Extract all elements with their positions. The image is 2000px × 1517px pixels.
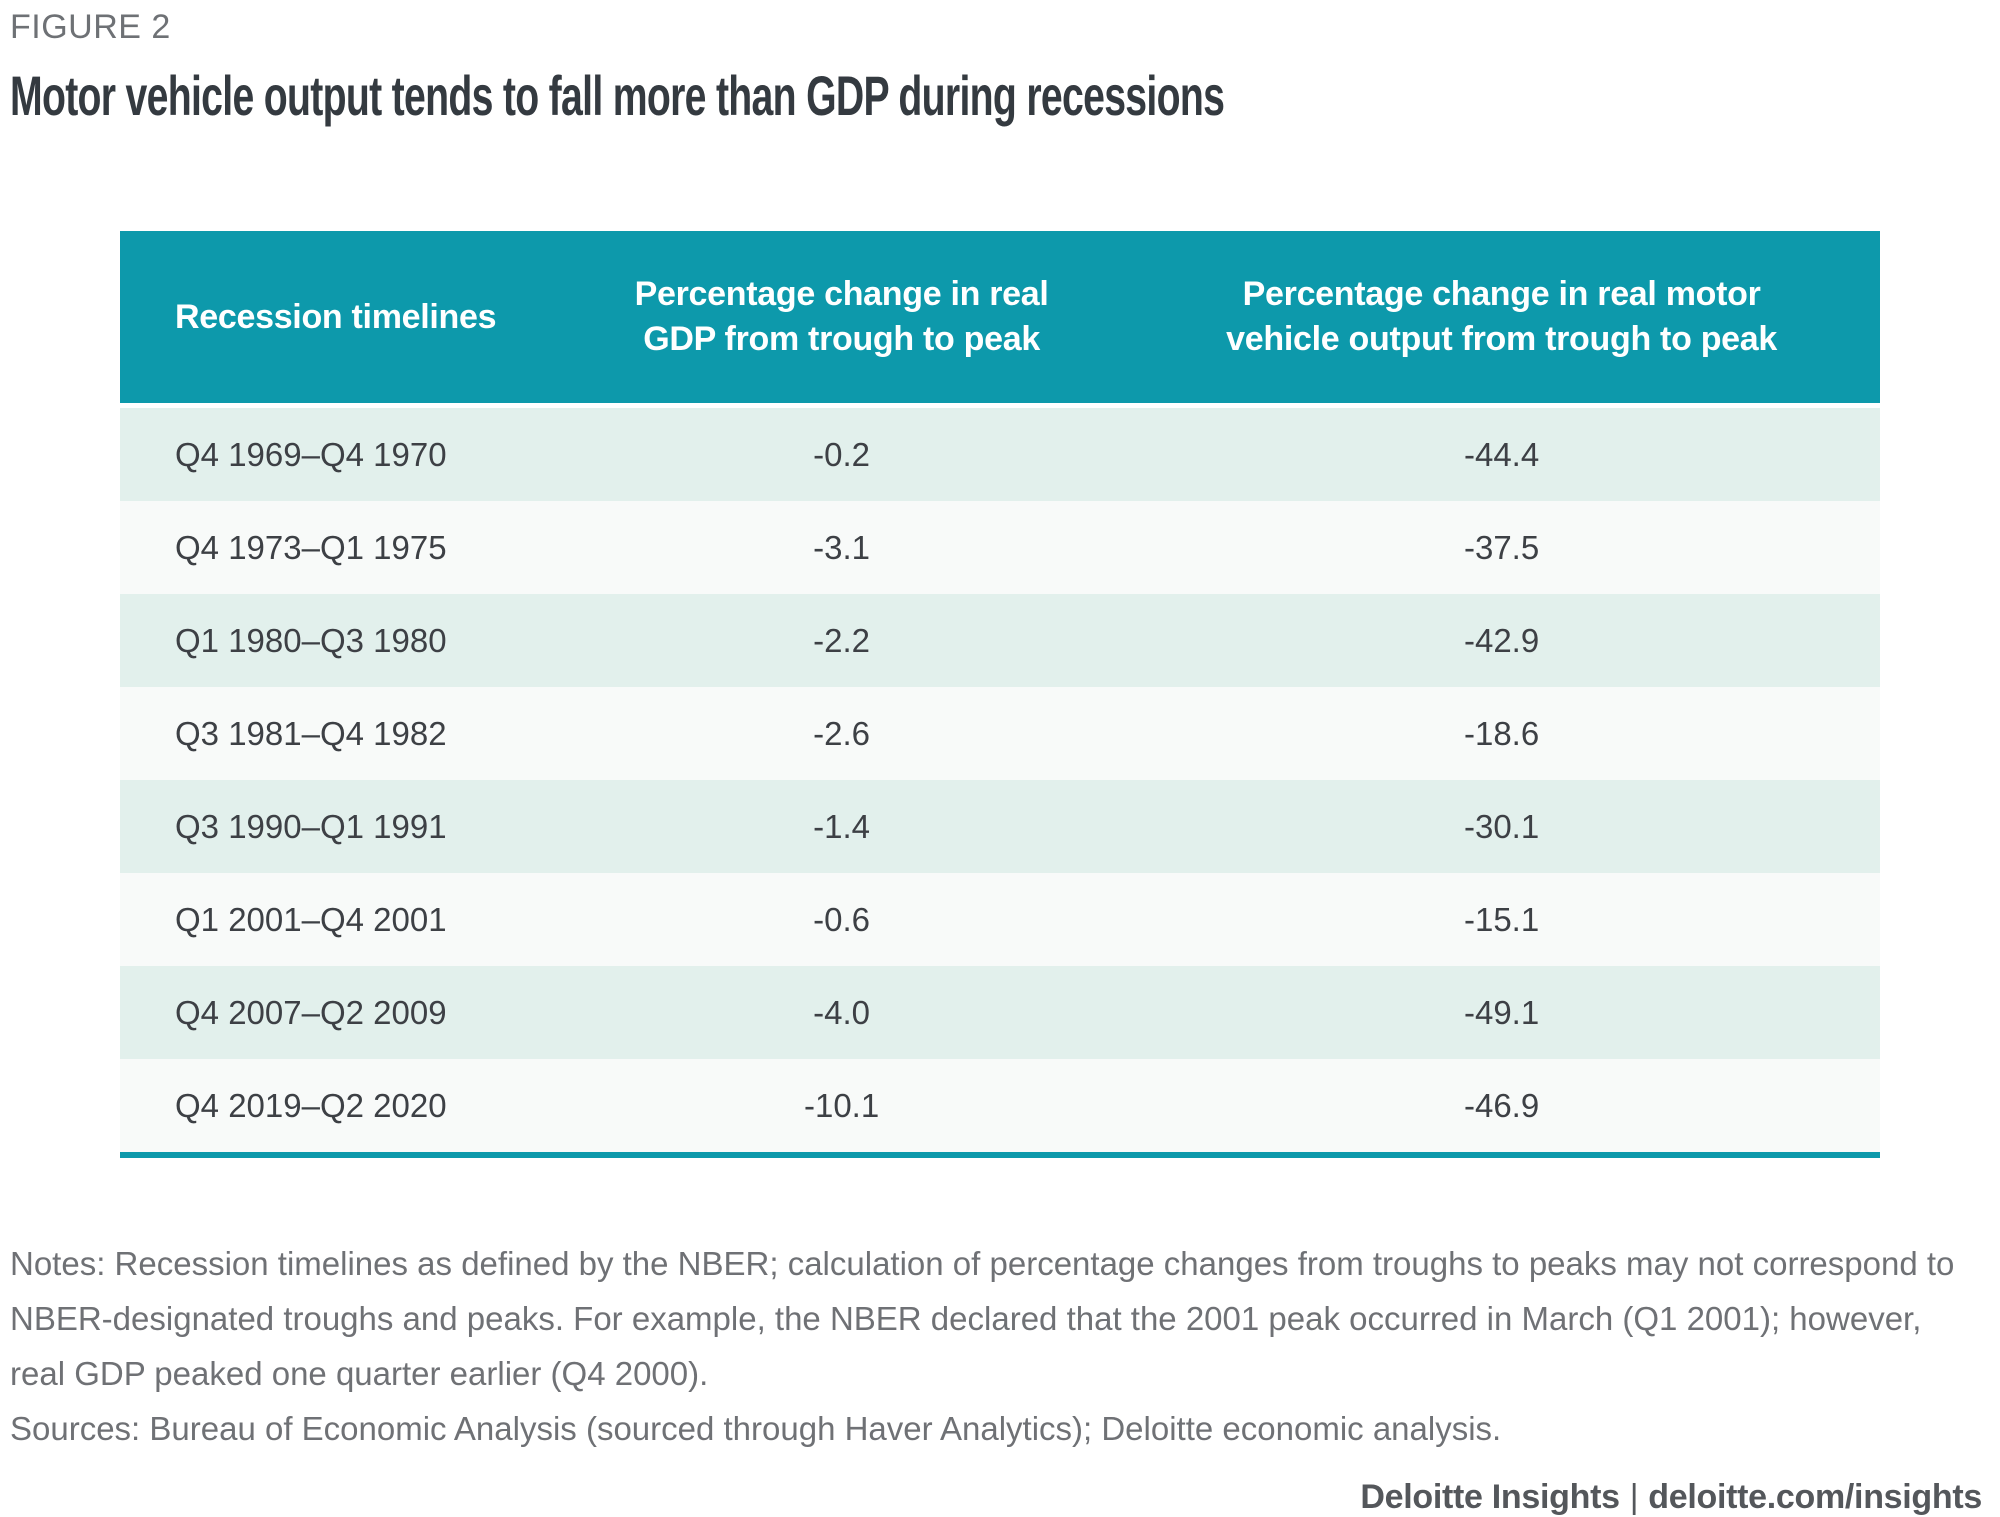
notes-block: Notes: Recession timelines as defined by… <box>10 1236 1985 1456</box>
vehicle-output-cell: -44.4 <box>1123 408 1880 501</box>
table-row: Q4 1973–Q1 1975 -3.1 -37.5 <box>120 501 1880 594</box>
timeline-cell: Q4 1969–Q4 1970 <box>120 408 560 501</box>
recession-data-table: Recession timelines Percentage change in… <box>120 231 1880 1152</box>
vehicle-output-cell: -42.9 <box>1123 594 1880 687</box>
table-row: Q1 1980–Q3 1980 -2.2 -42.9 <box>120 594 1880 687</box>
gdp-change-cell: -1.4 <box>560 780 1124 873</box>
title-wrap: Motor vehicle output tends to fall more … <box>10 63 1985 139</box>
col-header-gdp-line2: GDP from trough to peak <box>643 320 1040 358</box>
timeline-cell: Q1 2001–Q4 2001 <box>120 873 560 966</box>
figure-label: FIGURE 2 <box>10 8 171 46</box>
vehicle-output-cell: -18.6 <box>1123 687 1880 780</box>
col-header-vehicle-change: Percentage change in real motor vehicle … <box>1123 231 1880 408</box>
vehicle-output-cell: -49.1 <box>1123 966 1880 1059</box>
col-header-gdp-line1: Percentage change in real <box>634 275 1049 314</box>
table-row: Q1 2001–Q4 2001 -0.6 -15.1 <box>120 873 1880 966</box>
col-header-vehicle-line2: vehicle output from trough to peak <box>1226 320 1777 358</box>
gdp-change-cell: -2.6 <box>560 687 1124 780</box>
vehicle-output-cell: -30.1 <box>1123 780 1880 873</box>
vehicle-output-cell: -15.1 <box>1123 873 1880 966</box>
gdp-change-cell: -0.2 <box>560 408 1124 501</box>
gdp-change-cell: -3.1 <box>560 501 1124 594</box>
sources-text: Sources: Bureau of Economic Analysis (so… <box>10 1410 1502 1448</box>
timeline-cell: Q1 1980–Q3 1980 <box>120 594 560 687</box>
table-row: Q4 1969–Q4 1970 -0.2 -44.4 <box>120 408 1880 501</box>
footer-credit: Deloitte Insights | deloitte.com/insights <box>10 1478 1982 1517</box>
vehicle-output-cell: -46.9 <box>1123 1059 1880 1152</box>
timeline-cell: Q3 1990–Q1 1991 <box>120 780 560 873</box>
table-wrap: Recession timelines Percentage change in… <box>120 231 1880 1158</box>
gdp-change-cell: -10.1 <box>560 1059 1124 1152</box>
brand-text: Deloitte Insights <box>1360 1478 1620 1517</box>
table-row: Q4 2019–Q2 2020 -10.1 -46.9 <box>120 1059 1880 1152</box>
table-row: Q4 2007–Q2 2009 -4.0 -49.1 <box>120 966 1880 1059</box>
timeline-cell: Q4 2007–Q2 2009 <box>120 966 560 1059</box>
table-row: Q3 1990–Q1 1991 -1.4 -30.1 <box>120 780 1880 873</box>
timeline-cell: Q4 2019–Q2 2020 <box>120 1059 560 1152</box>
site-link: deloitte.com/insights <box>1648 1478 1982 1517</box>
header-row: Recession timelines Percentage change in… <box>120 231 1880 408</box>
col-header-recession-timelines: Recession timelines <box>120 231 560 408</box>
gdp-change-cell: -0.6 <box>560 873 1124 966</box>
footer-separator: | <box>1629 1478 1639 1517</box>
timeline-cell: Q3 1981–Q4 1982 <box>120 687 560 780</box>
page-title: Motor vehicle output tends to fall more … <box>10 64 1225 127</box>
gdp-change-cell: -4.0 <box>560 966 1124 1059</box>
col-header-gdp-change: Percentage change in real GDP from troug… <box>560 231 1124 408</box>
table-row: Q3 1981–Q4 1982 -2.6 -18.6 <box>120 687 1880 780</box>
gdp-change-cell: -2.2 <box>560 594 1124 687</box>
col-header-vehicle-line1: Percentage change in real motor <box>1242 275 1761 314</box>
vehicle-output-cell: -37.5 <box>1123 501 1880 594</box>
notes-text: Notes: Recession timelines as defined by… <box>10 1245 1955 1393</box>
timeline-cell: Q4 1973–Q1 1975 <box>120 501 560 594</box>
